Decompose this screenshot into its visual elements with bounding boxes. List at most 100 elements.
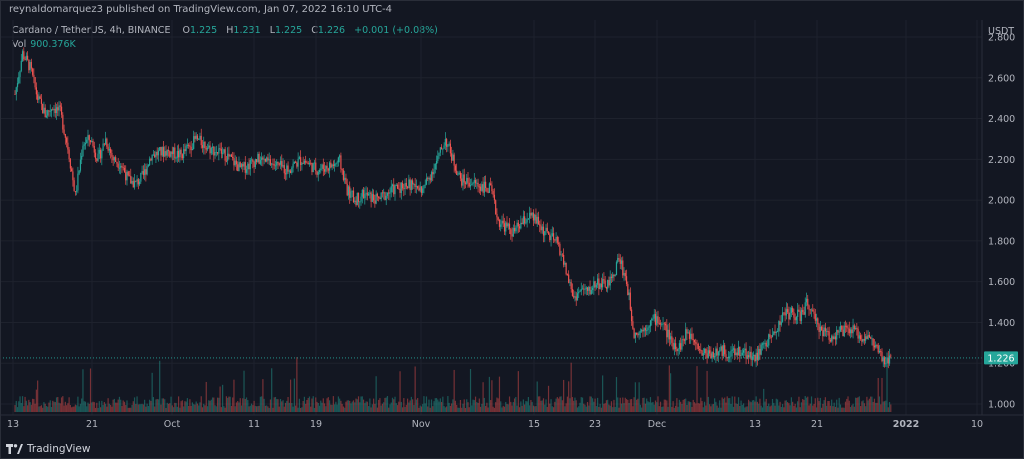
candle-body (400, 182, 402, 193)
volume-bar (487, 407, 489, 412)
volume-bar (888, 402, 891, 412)
candle-body (59, 105, 61, 107)
volume-bar (164, 399, 166, 412)
volume-bar (653, 404, 655, 412)
candle-body (123, 167, 126, 173)
candle-body (72, 171, 74, 181)
volume-bar (742, 403, 745, 412)
volume-bar (622, 397, 624, 412)
candle-body (680, 343, 682, 350)
candle-body (585, 287, 587, 289)
y-tick-label: 1.600 (988, 277, 1015, 288)
candle-body (593, 281, 595, 288)
volume-bar (159, 360, 161, 412)
candle-body (838, 331, 840, 333)
candle-body (605, 286, 608, 289)
candle-body (105, 138, 107, 145)
volume-bar (554, 401, 556, 412)
y-tick-label: 2.600 (988, 73, 1015, 84)
candle-body (701, 350, 703, 356)
volume-bar (749, 401, 751, 412)
volume-bar (496, 397, 498, 412)
volume-bar (200, 396, 202, 412)
volume-bar (474, 396, 477, 412)
volume-bar (23, 406, 25, 412)
volume-bar (658, 406, 660, 412)
candle-body (804, 302, 806, 315)
volume-bar (252, 405, 254, 412)
candle-body (727, 356, 730, 359)
volume-bar (779, 401, 781, 412)
volume-bar (306, 399, 308, 412)
volume-bar (759, 398, 761, 412)
candle-body (354, 200, 356, 202)
candle-body (283, 165, 285, 174)
candle-body (675, 343, 677, 350)
volume-bar (53, 401, 55, 412)
candle-body (875, 344, 877, 348)
volume-bar (820, 407, 823, 412)
candle-body (573, 295, 575, 298)
volume-bar (67, 403, 69, 412)
tradingview-footer[interactable]: TradingView (6, 443, 90, 455)
candle-body (428, 177, 430, 179)
candle-body (654, 314, 657, 325)
candle-body (127, 171, 129, 176)
candle-body (390, 186, 392, 193)
candle-body (496, 213, 498, 218)
volume-bar (604, 403, 606, 412)
candle-body (422, 188, 424, 193)
volume-bar (468, 407, 470, 412)
candle-body (571, 289, 574, 296)
candle-body (559, 243, 561, 255)
volume-bar (356, 399, 358, 412)
candle-body (409, 179, 411, 190)
volume-bar (396, 405, 399, 412)
candle-body (361, 189, 363, 197)
volume-bar (520, 401, 522, 412)
candle-body (502, 220, 504, 224)
volume-bar (233, 379, 235, 412)
volume-bar (92, 401, 94, 412)
candle-body (683, 339, 686, 341)
volume-bar (121, 405, 123, 412)
candle-body (433, 169, 435, 175)
candle-body (107, 146, 109, 151)
volume-bar (38, 406, 40, 412)
volume-bar (449, 405, 451, 412)
volume-bar (198, 405, 200, 412)
volume-bar (323, 403, 326, 412)
candle-body (228, 153, 230, 157)
volume-bar (875, 402, 877, 412)
candle-body (466, 177, 468, 184)
candle-body (707, 350, 709, 359)
volume-bar (253, 400, 255, 412)
candle-body (536, 216, 538, 224)
candle-body (852, 325, 854, 334)
volume-bar (453, 369, 455, 412)
volume-bar (583, 403, 585, 412)
y-tick-label: 2.000 (988, 196, 1015, 207)
candle-body (346, 183, 348, 196)
volume-bar (101, 400, 103, 412)
candle-body (166, 150, 168, 156)
candle-body (92, 140, 94, 146)
volume-bar (459, 399, 462, 412)
volume-bar (818, 401, 820, 412)
volume-bar (165, 407, 167, 412)
candle-body (745, 348, 747, 359)
candle-body (781, 312, 784, 322)
candle-body (150, 158, 152, 161)
symbol-label[interactable]: Cardano / TetherUS, 4h, BINANCE (12, 25, 171, 36)
candle-body (520, 222, 522, 229)
candle-body (467, 177, 469, 183)
volume-bar (138, 404, 141, 412)
volume-bar (683, 399, 686, 412)
tradingview-logo-icon (6, 444, 23, 454)
candle-body (359, 201, 361, 203)
candle-body (656, 316, 658, 325)
volume-bar (81, 398, 83, 412)
candle-body (189, 145, 191, 147)
candle-body (505, 222, 507, 232)
